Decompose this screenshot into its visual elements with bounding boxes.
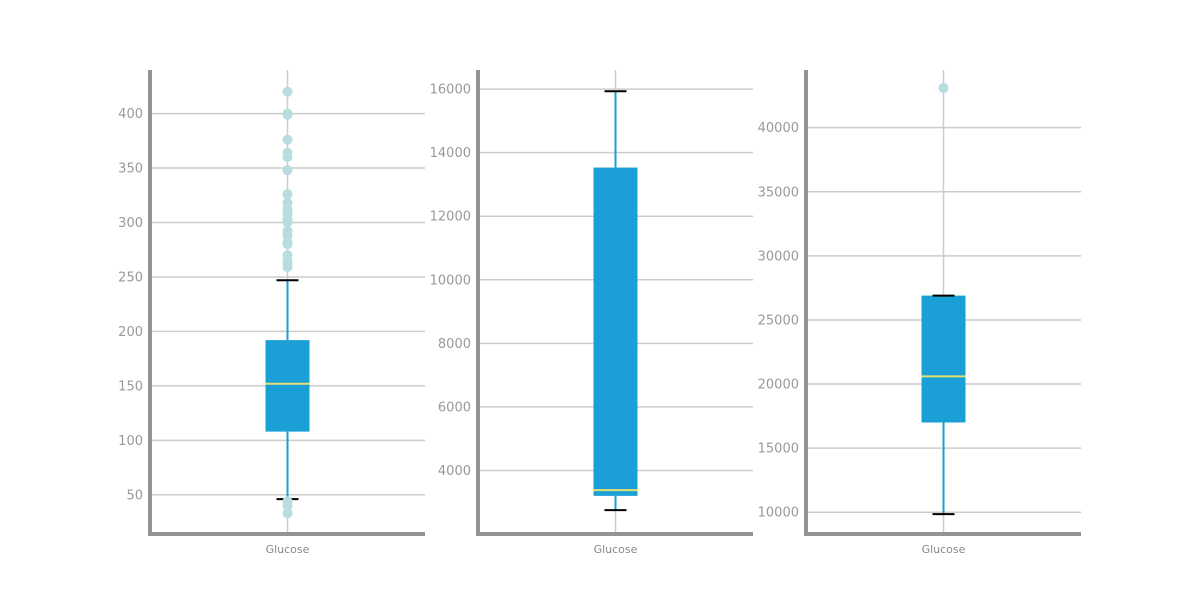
box-iqr: [265, 340, 310, 432]
y-tick-label: 200: [118, 325, 143, 340]
y-tick-label: 6000: [438, 400, 471, 415]
y-tick-label: 15000: [758, 442, 799, 457]
y-tick-label: 25000: [758, 313, 799, 328]
outlier-point: [282, 165, 293, 176]
x-category-label: Glucose: [266, 543, 310, 556]
x-category-label: Glucose: [922, 543, 966, 556]
outlier-point: [282, 226, 293, 237]
x-category-label: Glucose: [594, 543, 638, 556]
y-tick-label: 35000: [758, 185, 799, 200]
panel-1: 50 100 150 200 250 300 350 400 Glucose: [118, 70, 425, 556]
y-tick-label: 250: [118, 270, 143, 285]
y-tick-label: 50: [126, 488, 143, 503]
y-tick-label: 150: [118, 379, 143, 394]
y-tick-label: 4000: [438, 464, 471, 479]
panel-3: 10000 15000 20000 25000 30000 35000 40000 Gluco…: [758, 70, 1081, 556]
y-tick-label: 30000: [758, 249, 799, 264]
y-tick-label: 12000: [430, 210, 471, 225]
outlier-point: [282, 134, 293, 145]
outlier-point: [282, 496, 293, 507]
y-tick-label: 350: [118, 162, 143, 177]
y-tick-label: 14000: [430, 146, 471, 161]
y-tick-label: 10000: [758, 506, 799, 521]
outlier-point: [282, 250, 293, 261]
outlier-point: [282, 508, 293, 519]
outlier-point: [282, 197, 293, 208]
outlier-point: [282, 147, 293, 158]
y-tick-label: 400: [118, 107, 143, 122]
y-tick-label: 8000: [438, 337, 471, 352]
y-tick-label: 40000: [758, 121, 799, 136]
outlier-point: [282, 189, 293, 200]
box-iqr: [921, 295, 966, 423]
panel-2: 4000 6000 8000 10000 12000 14000 16000 Glucose: [430, 70, 753, 556]
y-tick-label: 100: [118, 434, 143, 449]
outlier-point: [282, 86, 293, 97]
box-iqr: [593, 167, 638, 496]
outlier-point: [282, 108, 293, 119]
outlier-point: [938, 82, 949, 93]
y-tick-label: 300: [118, 216, 143, 231]
y-tick-label: 10000: [430, 273, 471, 288]
y-tick-label: 16000: [430, 83, 471, 98]
y-tick-label: 20000: [758, 378, 799, 393]
